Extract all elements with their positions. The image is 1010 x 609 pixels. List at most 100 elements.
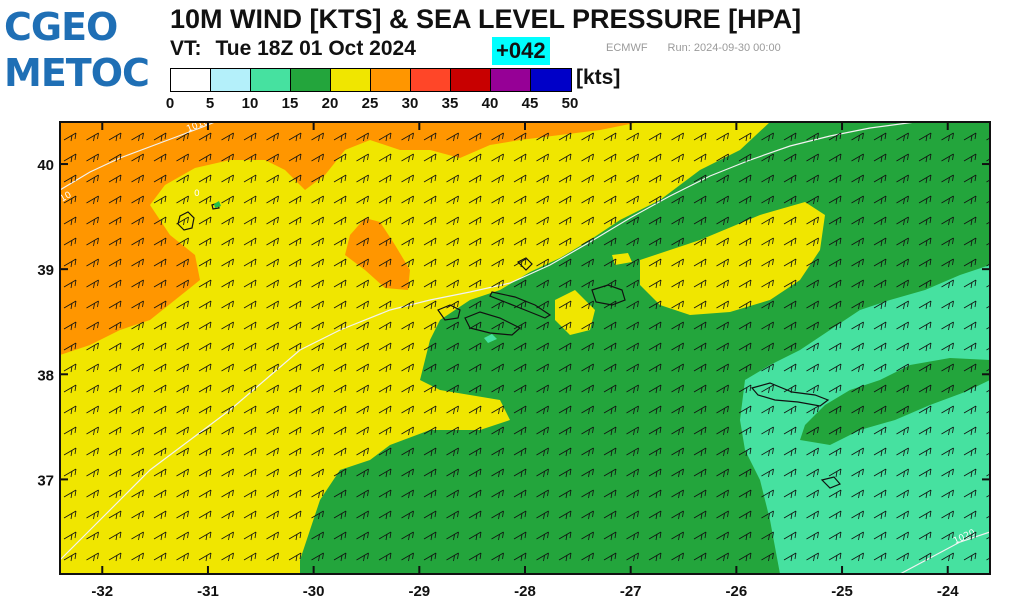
wind-barbs (63, 132, 990, 574)
wind-barb (783, 132, 797, 142)
wind-barb (716, 153, 729, 163)
lon-label: -31 (197, 583, 219, 600)
wind-barb (558, 552, 572, 562)
wind-barb (367, 573, 369, 574)
wind-barb (311, 363, 324, 373)
wind-barb (873, 237, 887, 247)
wind-barb (761, 468, 774, 478)
wind-barb (963, 384, 977, 394)
wind-barb (243, 531, 257, 541)
wind-barb (896, 426, 909, 436)
wind-barb (333, 174, 347, 184)
wind-barb (626, 531, 639, 541)
wind-barb (176, 342, 189, 352)
wind-barb (828, 447, 842, 457)
wind-barb (86, 489, 99, 499)
wind-barb (806, 237, 819, 247)
wind-barb (131, 258, 144, 268)
wind-barb (176, 174, 189, 184)
wind-barb (558, 279, 572, 289)
wind-barb (671, 489, 684, 499)
wind-barb (986, 179, 990, 183)
wind-barb (896, 342, 909, 352)
wind-barb (423, 531, 437, 541)
wind-barb (873, 510, 887, 520)
wind-barb (682, 573, 684, 574)
wind-barb (221, 132, 234, 142)
lon-label: -30 (303, 583, 325, 600)
wind-barb (603, 342, 617, 352)
wind-barb (108, 510, 122, 520)
wind-barb (626, 447, 639, 457)
wind-band-25-30-west (60, 122, 640, 355)
wind-barb (761, 132, 774, 142)
wind-barb (243, 132, 257, 142)
wind-barb (806, 216, 819, 226)
wind-barb (783, 363, 797, 373)
wind-barb (288, 132, 302, 142)
wind-barb (356, 510, 369, 520)
wind-barb (378, 552, 392, 562)
wind-barb (513, 363, 527, 373)
wind-barb (918, 279, 932, 289)
wind-barb (873, 300, 887, 310)
wind-barb (851, 363, 864, 373)
wind-barb (243, 405, 257, 415)
wind-barb (806, 552, 819, 562)
wind-barb (671, 216, 684, 226)
wind-barb (963, 258, 977, 268)
wind-barb (63, 300, 77, 310)
wind-barb (986, 137, 990, 141)
wind-barb (131, 552, 144, 562)
wind-barb (828, 531, 842, 541)
wind-barb (581, 321, 594, 331)
wind-barb (716, 468, 729, 478)
wind-barb (873, 363, 887, 373)
wind-barb (288, 153, 302, 163)
colorbar-tick-label: 15 (281, 95, 299, 112)
wind-barb (558, 258, 572, 268)
wind-barb (378, 216, 392, 226)
wind-barb (603, 174, 617, 184)
wind-barb (671, 153, 684, 163)
wind-barb (941, 132, 954, 142)
wind-barb (468, 510, 482, 520)
wind-barb (828, 405, 842, 415)
lon-label: -28 (514, 583, 536, 600)
wind-barb (581, 426, 594, 436)
model-name: ECMWF (606, 42, 648, 54)
wind-barb (536, 363, 549, 373)
wind-barb (558, 195, 572, 205)
wind-barb (828, 153, 842, 163)
wind-barb (930, 573, 931, 574)
wind-barb (502, 573, 504, 574)
wind-barb (806, 468, 819, 478)
wind-barb (941, 510, 954, 520)
wind-barb (446, 363, 459, 373)
wind-barb (603, 216, 617, 226)
wind-barb (378, 321, 392, 331)
wind-barb (693, 384, 707, 394)
wind-barb (491, 300, 504, 310)
wind-barb (131, 195, 144, 205)
wind-barb (288, 552, 302, 562)
wind-barb (401, 153, 414, 163)
wind-barb (277, 573, 279, 574)
wind-barb (738, 552, 752, 562)
lat-label: 39 (37, 262, 54, 279)
wind-barb (918, 195, 932, 205)
wind-barb (941, 531, 954, 541)
wind-barb (311, 237, 324, 247)
wind-barb (176, 153, 189, 163)
wind-barb (705, 573, 706, 574)
wind-barb (86, 552, 99, 562)
wind-barb (941, 405, 954, 415)
wind-barb (851, 510, 864, 520)
wind-barb (221, 258, 234, 268)
wind-barb (288, 384, 302, 394)
wind-barb (626, 510, 639, 520)
wind-barb (941, 447, 954, 457)
wind-barb (738, 426, 752, 436)
wind-barb (671, 447, 684, 457)
